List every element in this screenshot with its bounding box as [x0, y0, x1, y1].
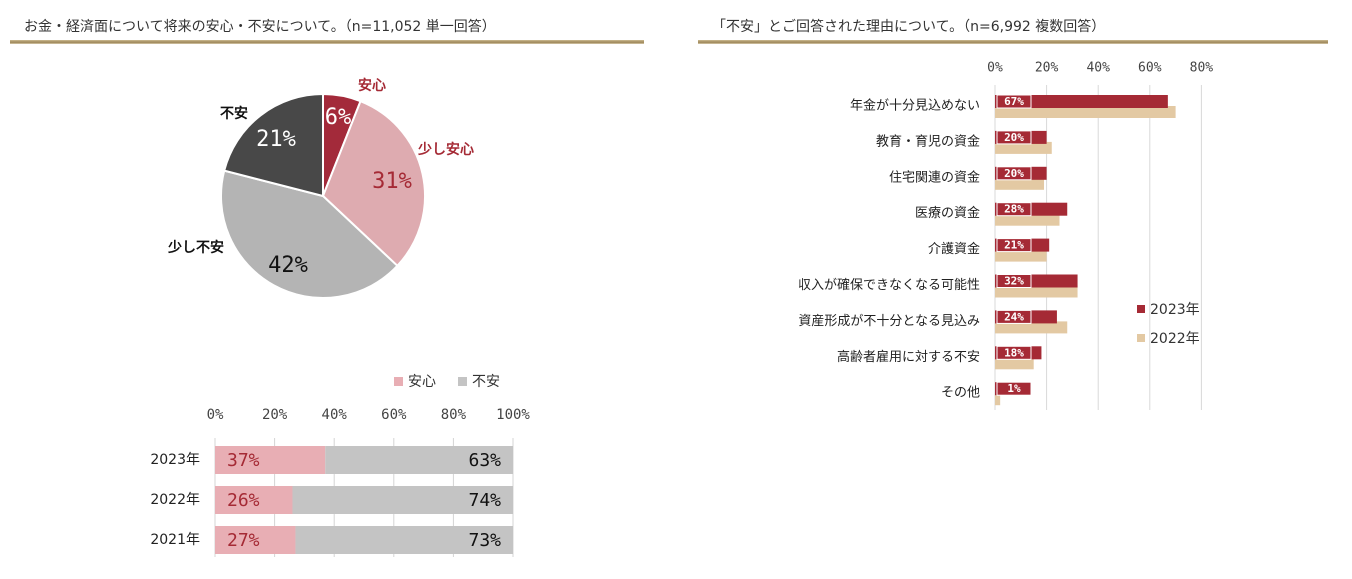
bar-2023 — [995, 95, 1168, 108]
right-panel-title: 「不安」とご回答された理由について。（n=6,992 複数回答） — [712, 19, 1106, 35]
pie-category-label: 不安 — [220, 105, 248, 122]
x-tick-label: 20% — [262, 407, 288, 423]
pie-value-label: 31% — [372, 169, 412, 194]
bar-value-label: 67% — [1004, 95, 1024, 108]
x-tick-label: 60% — [381, 407, 407, 423]
pie-value-label: 21% — [256, 127, 296, 152]
pie-value-label: 42% — [268, 253, 308, 278]
x-tick-label: 100% — [496, 407, 530, 423]
value-badge — [996, 94, 1032, 109]
left-panel-title: お金・経済面について将来の安心・不安について。（n=11,052 単一回答） — [24, 19, 496, 35]
legend-swatch — [1137, 334, 1145, 342]
legend-label: 安心 — [408, 374, 436, 390]
value-badge — [996, 202, 1032, 217]
category-label: 2023年 — [150, 452, 200, 468]
bar-2022 — [995, 285, 1078, 298]
bar-2022 — [995, 213, 1060, 226]
legend-label: 2022年 — [1150, 331, 1200, 347]
bar-value-label: 27% — [227, 530, 260, 551]
bar-2022 — [995, 249, 1047, 262]
bar-2022 — [995, 393, 1001, 406]
bar-value-label: 18% — [1004, 346, 1024, 359]
bar-value-label: 20% — [1004, 131, 1024, 144]
bar-value-label: 63% — [468, 450, 501, 471]
legend-label: 2023年 — [1150, 302, 1200, 318]
pie-category-label: 安心 — [358, 77, 386, 94]
category-label: 収入が確保できなくなる可能性 — [798, 277, 980, 293]
pie-slice — [222, 92, 324, 198]
x-tick-label: 80% — [1190, 61, 1214, 76]
bar-value-label: 24% — [1004, 310, 1024, 323]
value-badge — [996, 238, 1032, 253]
category-label: 資産形成が不十分となる見込み — [798, 313, 980, 329]
category-label: 教育・育児の資金 — [876, 133, 980, 149]
pie-slice — [220, 169, 399, 299]
x-tick-label: 40% — [322, 407, 348, 423]
bar-value-label: 73% — [468, 530, 501, 551]
pie-category-label: 少し不安 — [167, 239, 224, 256]
bar-anshin — [215, 446, 326, 474]
x-tick-label: 20% — [1035, 61, 1059, 76]
category-label: 医療の資金 — [915, 205, 980, 221]
legend-swatch — [458, 377, 467, 386]
category-label: 介護資金 — [928, 241, 980, 257]
value-badge — [996, 166, 1032, 181]
bar-2022 — [995, 321, 1068, 334]
bar-anshin — [215, 486, 293, 514]
x-tick-label: 80% — [441, 407, 467, 423]
bar-value-label: 32% — [1004, 275, 1024, 288]
bar-2022 — [995, 357, 1034, 370]
category-label: 高齢者雇用に対する不安 — [837, 349, 980, 365]
category-label: 年金が十分見込めない — [850, 98, 980, 114]
bar-2022 — [995, 141, 1052, 154]
legend-swatch — [394, 377, 403, 386]
x-tick-label: 60% — [1138, 61, 1162, 76]
legend-label: 不安 — [472, 374, 500, 390]
bar-2022 — [995, 106, 1176, 118]
x-tick-label: 0% — [987, 61, 1003, 76]
left-title-rule — [10, 40, 644, 44]
category-label: 2022年 — [150, 492, 200, 508]
x-tick-label: 40% — [1086, 61, 1110, 76]
pie-slice — [321, 99, 426, 268]
value-badge — [996, 274, 1032, 288]
bar-value-label: 74% — [468, 490, 501, 511]
legend-swatch — [1137, 305, 1145, 313]
pie-value-label: 6% — [325, 105, 352, 130]
value-badge — [996, 130, 1032, 145]
category-label: 住宅関連の資金 — [889, 169, 980, 185]
bar-anshin — [215, 526, 296, 554]
value-badge — [996, 381, 1032, 396]
bar-value-label: 21% — [1004, 239, 1024, 252]
bar-value-label: 26% — [227, 490, 260, 511]
right-title-rule — [698, 40, 1328, 44]
category-label: 2021年 — [150, 532, 200, 548]
category-label: その他 — [941, 386, 980, 401]
bar-fuan — [325, 446, 513, 474]
bar-value-label: 28% — [1004, 203, 1024, 216]
bar-value-label: 37% — [227, 450, 260, 471]
bar-value-label: 1% — [1007, 382, 1021, 395]
bar-fuan — [292, 486, 513, 514]
value-badge — [996, 309, 1032, 324]
bar-2022 — [995, 177, 1045, 190]
x-tick-label: 0% — [207, 407, 224, 423]
bar-fuan — [295, 526, 513, 554]
bar-2023 — [995, 382, 998, 396]
pie-category-label: 少し安心 — [417, 141, 474, 158]
bar-value-label: 20% — [1004, 167, 1024, 180]
value-badge — [996, 345, 1032, 360]
